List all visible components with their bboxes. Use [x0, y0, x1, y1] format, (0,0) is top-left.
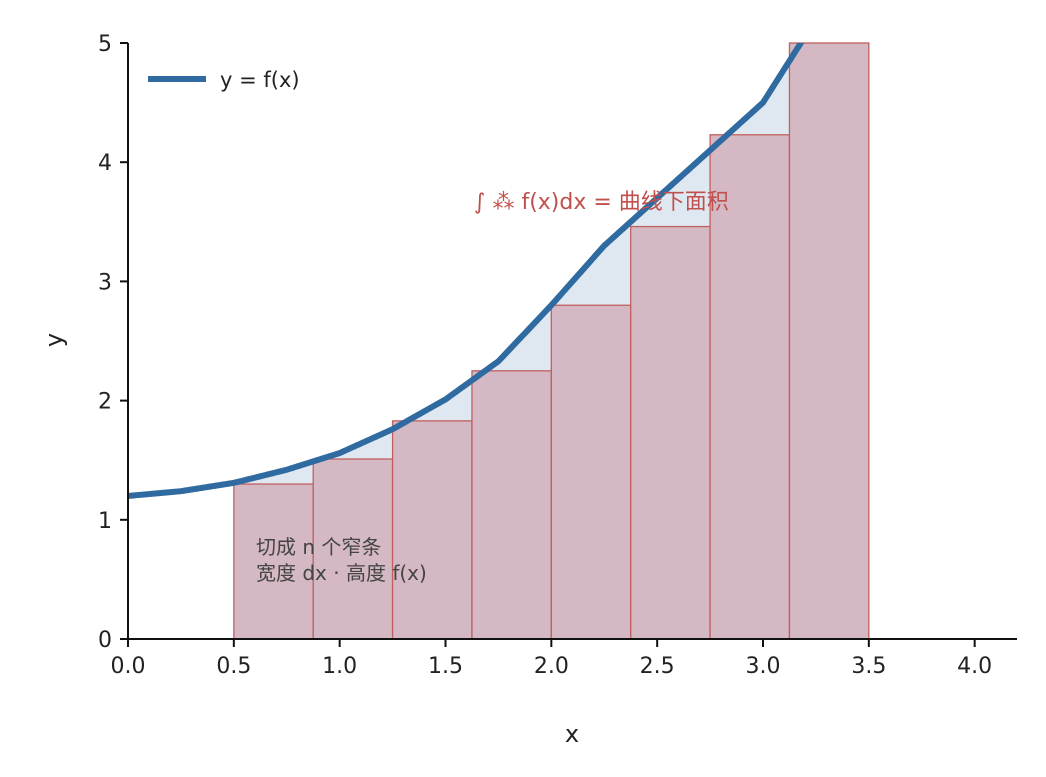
x-tick-label: 1.0	[322, 654, 357, 679]
y-axis-title: y	[40, 333, 68, 347]
x-tick-label: 2.5	[640, 654, 675, 679]
x-tick-label: 0.0	[111, 654, 146, 679]
riemann-bar	[312, 458, 394, 640]
y-tick-label: 5	[98, 32, 112, 57]
strip-note-line1: 切成 n 个窄条	[256, 535, 381, 559]
curve-line	[128, 43, 805, 499]
x-tick-label: 1.5	[428, 654, 463, 679]
strip-note-line2: 宽度 dx · 高度 f(x)	[256, 561, 427, 585]
x-tick-label: 4.0	[957, 654, 992, 679]
x-axis-title: x	[565, 720, 579, 748]
x-tick-label: 2.0	[534, 654, 569, 679]
y-tick-label: 2	[98, 390, 112, 415]
riemann-bar	[550, 304, 632, 640]
riemann-bar	[391, 420, 473, 640]
legend: y = f(x)	[148, 68, 300, 92]
tick-labels: 0.0 0.5 1.0 1.5 2.0 2.5 3.0 3.5 4.0 0 1 2 3 4 5	[98, 32, 992, 679]
x-tick-label: 3.5	[851, 654, 886, 679]
riemann-bar	[788, 42, 870, 640]
riemann-bar	[709, 134, 791, 640]
riemann-bar	[471, 370, 552, 640]
y-tick-label: 3	[98, 270, 112, 295]
legend-label: y = f(x)	[220, 68, 300, 92]
x-tick-label: 0.5	[216, 654, 251, 679]
y-tick-label: 4	[98, 151, 112, 176]
riemann-bar	[630, 225, 711, 640]
integral-annotation: ∫ ⁂ f(x)dx = 曲线下面积	[474, 190, 729, 215]
y-tick-label: 1	[98, 509, 112, 534]
x-tick-label: 3.0	[746, 654, 781, 679]
curve-layer	[128, 43, 805, 499]
y-tick-label: 0	[98, 628, 112, 653]
